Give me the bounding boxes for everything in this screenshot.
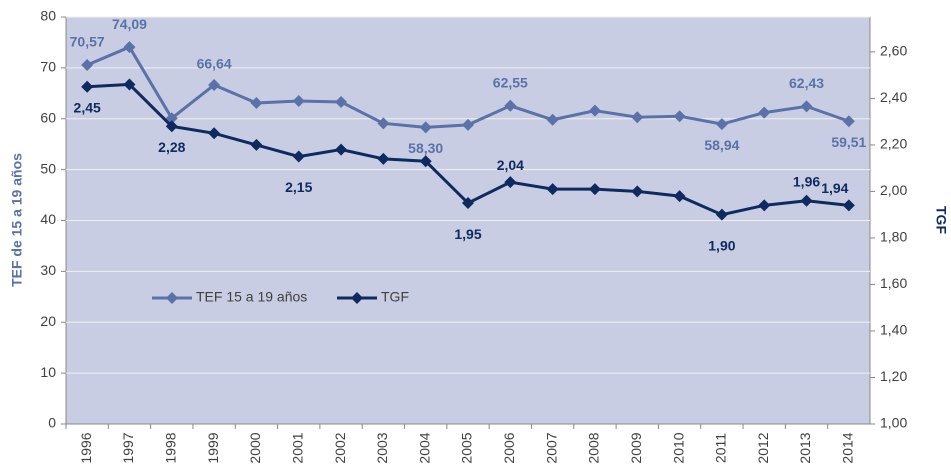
data-label: 59,51 — [831, 134, 866, 150]
x-tick-label: 2001 — [289, 432, 305, 463]
point — [546, 183, 559, 196]
point — [165, 120, 178, 133]
x-tick-label: 2003 — [374, 432, 390, 463]
x-tick-label: 1996 — [78, 432, 94, 463]
x-tick-label: 2014 — [840, 432, 856, 463]
point — [462, 118, 474, 131]
point — [631, 111, 644, 124]
y2-tick-label: 1,20 — [880, 368, 907, 384]
data-label: 1,96 — [793, 173, 820, 189]
point — [504, 176, 517, 189]
y2-tick-label: 2,60 — [880, 43, 907, 59]
x-tick-label: 2005 — [459, 432, 475, 463]
y-axis-title: TEF de 15 a 19 años — [9, 153, 25, 287]
data-label: 62,55 — [493, 74, 528, 90]
y2-axis-title: TGF — [933, 206, 949, 234]
point — [81, 58, 94, 71]
point — [377, 152, 390, 165]
data-label: 2,28 — [158, 139, 185, 155]
y2-tick-label: 1,80 — [880, 229, 907, 245]
point — [208, 127, 221, 140]
y2-tick-label: 1,40 — [880, 322, 907, 338]
point — [208, 78, 221, 91]
point — [377, 117, 390, 130]
data-label: 66,64 — [197, 56, 232, 72]
x-tick-label: 1997 — [120, 432, 136, 463]
x-tick-label: 1998 — [162, 432, 178, 463]
x-tick-label: 2004 — [416, 432, 432, 463]
point — [715, 208, 728, 221]
point — [335, 95, 348, 108]
point — [842, 199, 855, 212]
y-tick-label: 60 — [40, 109, 56, 125]
data-label: 70,57 — [70, 34, 105, 50]
data-label: 62,43 — [789, 75, 824, 91]
data-label: 2,45 — [74, 99, 101, 115]
x-tick-label: 2008 — [586, 432, 602, 463]
point — [758, 106, 771, 119]
point — [800, 194, 813, 207]
legend-label: TEF 15 a 19 años — [196, 289, 307, 305]
y-tick-label: 0 — [48, 415, 56, 431]
point — [758, 199, 771, 212]
x-tick-label: 2000 — [247, 432, 263, 463]
data-label: 58,94 — [704, 137, 739, 153]
data-label: 58,30 — [408, 140, 443, 156]
y-tick-label: 50 — [40, 160, 56, 176]
y-tick-label: 10 — [40, 364, 56, 380]
point — [504, 99, 517, 112]
legend-marker — [166, 292, 178, 304]
y2-tick-label: 2,00 — [880, 182, 907, 198]
point — [81, 80, 94, 93]
x-tick-label: 1999 — [205, 432, 221, 463]
y2-tick-label: 2,40 — [880, 89, 907, 105]
point — [673, 110, 686, 123]
point — [546, 113, 559, 126]
point — [123, 41, 136, 54]
point — [800, 100, 813, 113]
point — [419, 155, 432, 168]
point — [419, 121, 432, 134]
point — [715, 118, 728, 131]
y-tick-label: 70 — [40, 59, 56, 75]
legend-label: TGF — [381, 289, 409, 305]
data-label: 74,09 — [112, 16, 147, 32]
x-tick-label: 2009 — [628, 432, 644, 463]
point — [588, 104, 601, 117]
y-tick-label: 40 — [40, 211, 56, 227]
point — [292, 150, 305, 163]
point — [250, 96, 263, 109]
point — [631, 185, 644, 198]
point — [673, 190, 686, 203]
y-tick-label: 30 — [40, 262, 56, 278]
x-tick-label: 2011 — [713, 433, 729, 463]
x-tick-label: 2006 — [501, 432, 517, 463]
y-tick-label: 80 — [40, 8, 56, 24]
point — [462, 197, 474, 210]
point — [335, 143, 348, 156]
legend-marker — [351, 292, 363, 304]
point — [250, 138, 263, 151]
y-tick-label: 20 — [40, 313, 56, 329]
data-label: 2,04 — [497, 157, 524, 173]
x-tick-label: 2013 — [797, 432, 813, 463]
x-tick-label: 2002 — [332, 432, 348, 463]
point — [842, 115, 855, 128]
point — [292, 94, 305, 107]
x-tick-label: 2012 — [755, 432, 771, 463]
data-label: 1,95 — [454, 226, 481, 242]
data-label: 1,94 — [821, 180, 848, 196]
y2-tick-label: 1,60 — [880, 275, 907, 291]
y2-tick-label: 2,20 — [880, 136, 907, 152]
x-tick-label: 2010 — [670, 432, 686, 463]
data-label: 1,90 — [708, 237, 735, 253]
y2-tick-label: 1,00 — [880, 415, 907, 431]
point — [123, 78, 136, 91]
data-label: 2,15 — [285, 179, 312, 195]
point — [588, 183, 601, 196]
x-tick-label: 2007 — [543, 432, 559, 463]
